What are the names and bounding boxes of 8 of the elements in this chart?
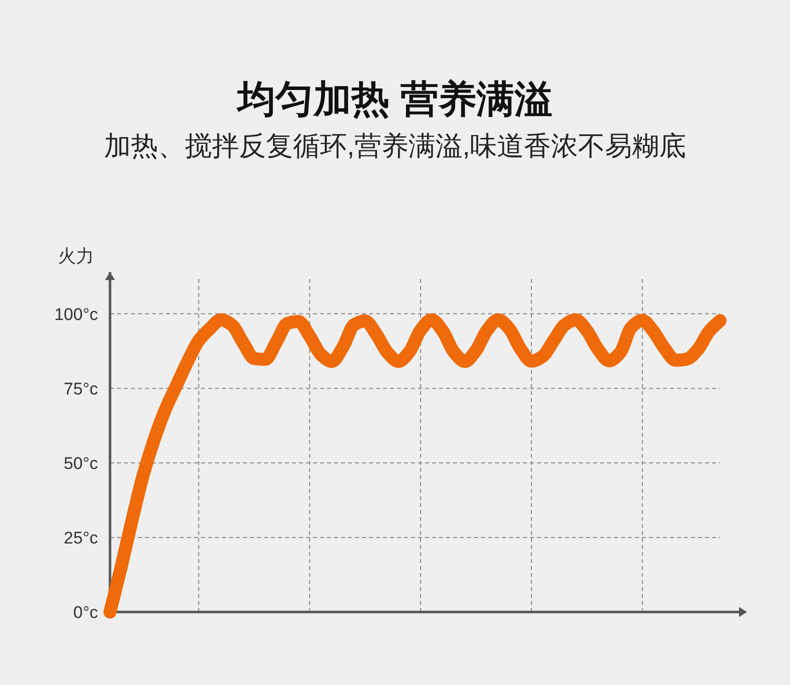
- y-axis-title: 火力: [58, 246, 94, 266]
- y-tick-label: 0°c: [73, 603, 98, 622]
- chart-subtitle: 加热、搅拌反复循环,营养满溢,味道香浓不易糊底: [104, 131, 686, 161]
- y-tick-label: 75°c: [64, 379, 98, 398]
- y-tick-label: 50°c: [64, 454, 98, 473]
- y-tick-label: 100°c: [54, 304, 98, 324]
- chart-title: 均匀加热 营养满溢: [236, 78, 552, 121]
- y-tick-label: 25°c: [64, 528, 98, 548]
